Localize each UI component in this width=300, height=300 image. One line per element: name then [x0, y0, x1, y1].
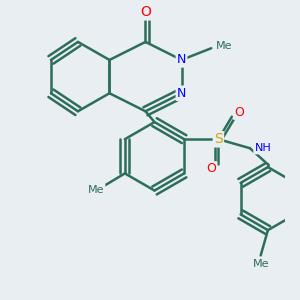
Text: Me: Me: [253, 260, 269, 269]
Text: O: O: [140, 5, 151, 19]
Text: O: O: [234, 106, 244, 119]
Text: NH: NH: [254, 143, 271, 153]
Text: S: S: [214, 132, 223, 146]
Text: N: N: [177, 53, 186, 66]
Text: N: N: [177, 87, 186, 100]
Text: Me: Me: [216, 41, 232, 51]
Text: Me: Me: [88, 184, 104, 195]
Text: O: O: [206, 162, 216, 176]
